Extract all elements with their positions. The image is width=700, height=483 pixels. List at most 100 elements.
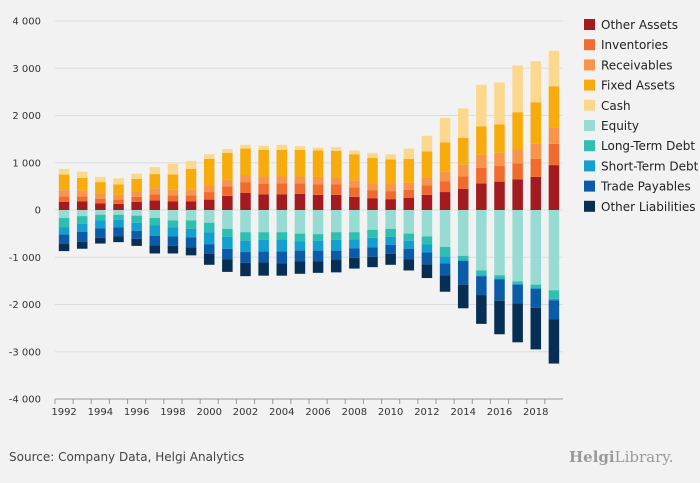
bar-segment bbox=[167, 189, 179, 196]
bar-segment bbox=[222, 152, 233, 180]
bar-segment bbox=[312, 176, 324, 185]
bar-segment bbox=[240, 262, 251, 277]
bar-segment bbox=[548, 298, 560, 301]
bar-segment bbox=[294, 241, 306, 251]
bar-segment bbox=[403, 182, 415, 190]
bar-segment bbox=[149, 225, 161, 236]
bar-segment bbox=[222, 179, 233, 187]
bar-segment bbox=[222, 186, 233, 196]
bar-segment bbox=[58, 234, 70, 245]
bar-segment bbox=[548, 165, 560, 210]
bar-segment bbox=[258, 232, 269, 240]
bar-segment bbox=[294, 261, 306, 274]
bar-segment bbox=[403, 189, 415, 198]
bar-segment bbox=[530, 61, 542, 103]
x-tick-label: 2018 bbox=[523, 407, 548, 418]
bar-segment bbox=[439, 263, 451, 276]
bar-segment bbox=[95, 228, 106, 238]
legend-label: Other Assets bbox=[601, 18, 678, 32]
bar-segment bbox=[385, 210, 396, 229]
bar-segment bbox=[131, 230, 142, 239]
bar-segment bbox=[512, 284, 523, 304]
bar-segment bbox=[439, 181, 451, 193]
bar-segment bbox=[421, 236, 433, 245]
bar-segment bbox=[203, 199, 215, 210]
bar-segment bbox=[512, 163, 523, 180]
bar-segment bbox=[276, 194, 288, 210]
bar-segment bbox=[113, 194, 124, 200]
bar-segment bbox=[421, 151, 433, 178]
x-tick-label: 1994 bbox=[88, 407, 113, 418]
legend-label: Other Liabilities bbox=[601, 200, 696, 214]
y-tick-label: -4 000 bbox=[9, 395, 41, 406]
bar-segment bbox=[294, 149, 306, 177]
bar-segment bbox=[258, 149, 269, 177]
bar-segment bbox=[185, 160, 197, 169]
bar-segment bbox=[548, 86, 560, 128]
bar-segment bbox=[403, 240, 415, 249]
bar-segment bbox=[367, 158, 378, 184]
bar-segment bbox=[385, 199, 396, 210]
bar-segment bbox=[95, 214, 106, 221]
bar-segment bbox=[131, 222, 142, 231]
bar-segment bbox=[113, 210, 124, 215]
bar-segment bbox=[203, 210, 215, 223]
bar-segment bbox=[258, 145, 269, 150]
source-note: Source: Company Data, Helgi Analytics bbox=[9, 450, 245, 464]
bar-segment bbox=[457, 137, 469, 165]
bar-segment bbox=[203, 185, 215, 193]
bar-segment bbox=[203, 192, 215, 200]
bar-segment bbox=[367, 229, 378, 238]
bar-segment bbox=[494, 152, 505, 167]
bar-segment bbox=[367, 210, 378, 230]
bar-segment bbox=[167, 174, 179, 190]
bar-segment bbox=[95, 237, 106, 244]
bar-segment bbox=[530, 210, 542, 285]
y-tick-label: -2 000 bbox=[9, 300, 41, 311]
bar-segment bbox=[294, 176, 306, 184]
bar-segment bbox=[222, 210, 233, 229]
bar-segment bbox=[203, 222, 215, 233]
bar-segment bbox=[149, 218, 161, 226]
bar-segment bbox=[113, 203, 124, 210]
bar-segment bbox=[476, 210, 487, 271]
bar-segment bbox=[203, 232, 215, 245]
x-tick-label: 2014 bbox=[450, 407, 475, 418]
bar-segment bbox=[312, 250, 324, 262]
bar-segment bbox=[167, 210, 179, 221]
bar-segment bbox=[494, 82, 505, 125]
legend-swatch bbox=[584, 39, 595, 51]
x-tick-label: 2006 bbox=[305, 407, 330, 418]
bar-segment bbox=[258, 194, 269, 210]
bar-segment bbox=[476, 84, 487, 127]
bar-segment bbox=[330, 210, 342, 233]
bar-segment bbox=[349, 248, 360, 258]
bar-segment bbox=[185, 220, 197, 229]
bar-segment bbox=[439, 142, 451, 172]
bar-segment bbox=[185, 210, 197, 221]
bar-segment bbox=[403, 210, 415, 234]
bar-segment bbox=[294, 210, 306, 234]
bar-segment bbox=[403, 148, 415, 159]
bar-segment bbox=[421, 177, 433, 186]
bar-segment bbox=[95, 176, 106, 183]
bar-segment bbox=[367, 152, 378, 159]
bar-segment bbox=[512, 149, 523, 164]
legend-swatch bbox=[584, 19, 595, 30]
bar-segment bbox=[58, 244, 70, 252]
x-tick-label: 1992 bbox=[51, 407, 76, 418]
bar-segment bbox=[185, 237, 197, 248]
bar-segment bbox=[367, 190, 378, 199]
bar-segment bbox=[476, 167, 487, 184]
bar-segment bbox=[113, 219, 124, 228]
bar-segment bbox=[349, 187, 360, 197]
bar-segment bbox=[167, 236, 179, 246]
bar-segment bbox=[276, 210, 288, 233]
bar-segment bbox=[494, 166, 505, 182]
bar-segment bbox=[240, 252, 251, 263]
bar-segment bbox=[95, 203, 106, 210]
bar-segment bbox=[494, 124, 505, 153]
bar-segment bbox=[512, 210, 523, 282]
bar-segment bbox=[240, 144, 251, 149]
bar-segment bbox=[548, 300, 560, 320]
